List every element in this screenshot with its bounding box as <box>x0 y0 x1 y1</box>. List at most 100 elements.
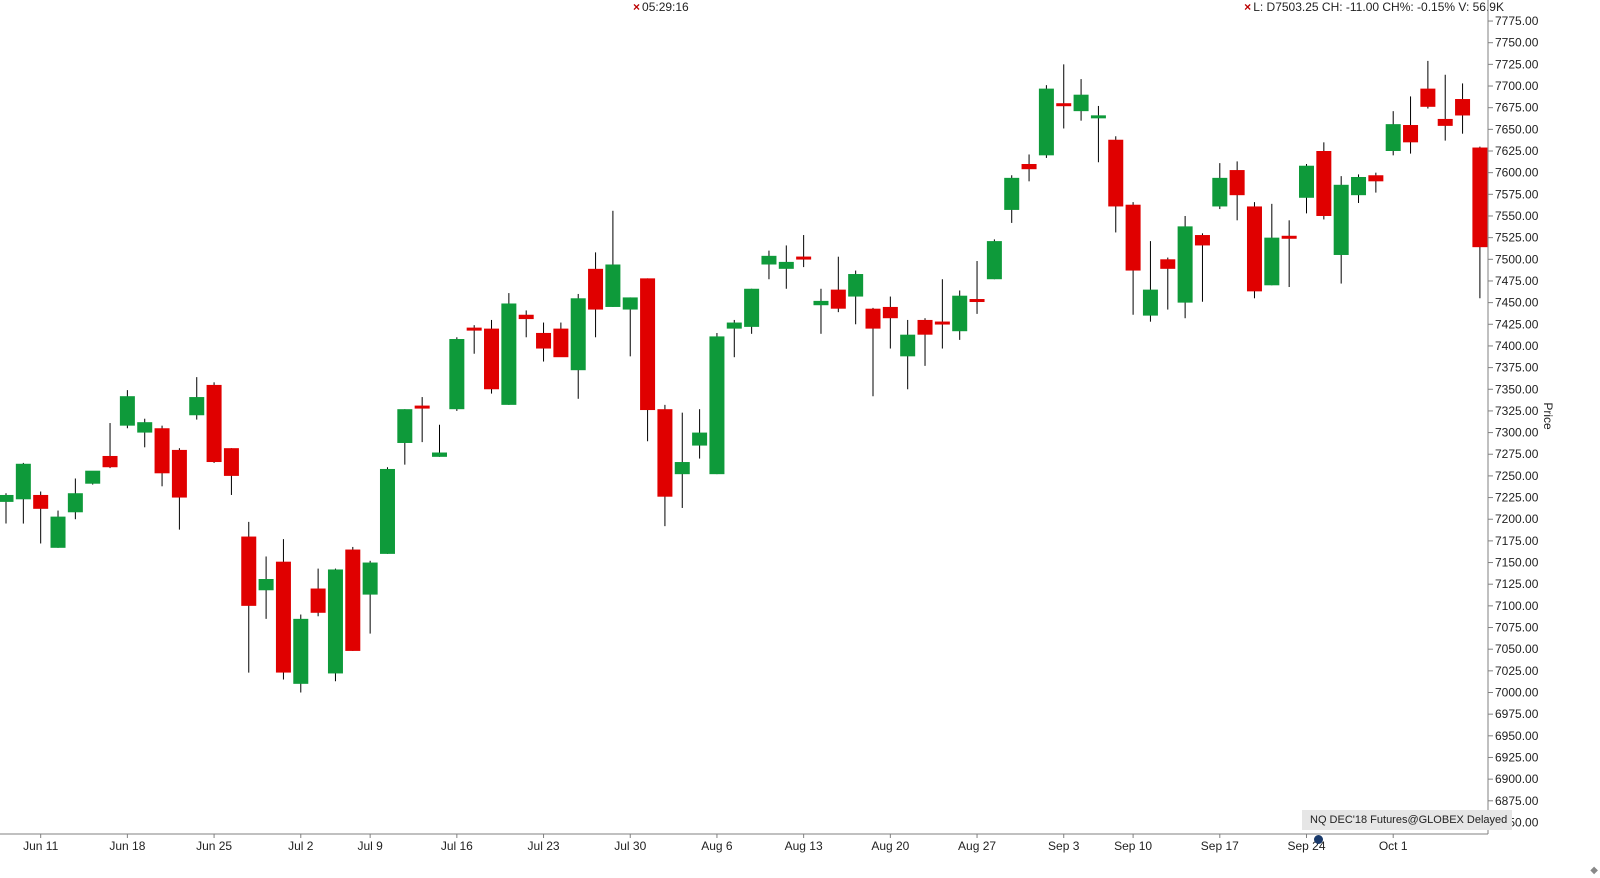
candle-body <box>397 409 413 443</box>
candle-down <box>1125 202 1141 315</box>
y-tick-label: 7475.00 <box>1495 274 1539 288</box>
candle-up <box>1073 79 1089 121</box>
x-tick-label: Sep 3 <box>1048 839 1080 853</box>
candle-body <box>50 516 66 548</box>
candle-body <box>796 256 812 260</box>
candle-body <box>1090 115 1106 119</box>
candle-body <box>709 336 725 475</box>
candle-up <box>1004 175 1020 223</box>
plot-area <box>0 60 1488 693</box>
y-tick-label: 7775.00 <box>1495 14 1539 28</box>
candle-down <box>1281 220 1297 288</box>
candle-body <box>501 303 517 405</box>
candle-down <box>1160 257 1176 310</box>
quote-text: L: D7503.25 CH: -11.00 CH%: -0.15% V: 56… <box>1253 0 1504 14</box>
x-tick-label: Aug 13 <box>785 839 823 853</box>
candle-up <box>744 288 760 334</box>
x-axis: Jun 11 Jun 18 Jun 25 Jul 2 Jul 9 Jul 16 Jul 23… <box>0 833 1488 853</box>
candle-body <box>258 579 274 591</box>
y-tick-label: 6875.00 <box>1495 794 1539 808</box>
candle-body <box>1420 88 1436 107</box>
y-tick-label: 7725.00 <box>1495 57 1539 71</box>
candle-up <box>501 293 517 405</box>
candle-body <box>327 569 343 674</box>
x-tick-label: Aug 20 <box>871 839 909 853</box>
candle-body <box>241 536 257 606</box>
candle-down <box>1368 172 1384 193</box>
y-tick-label: 7350.00 <box>1495 382 1539 396</box>
close-icon[interactable]: × <box>1244 0 1252 14</box>
candle-body <box>33 494 49 509</box>
candle-body <box>449 339 465 410</box>
candle-body <box>466 327 482 331</box>
candle-body <box>1125 204 1141 271</box>
candle-up <box>778 245 794 289</box>
y-tick-label: 7500.00 <box>1495 252 1539 266</box>
candle-body <box>1455 99 1471 116</box>
y-tick-label: 7100.00 <box>1495 599 1539 613</box>
y-axis: 7775.00 7750.00 7725.00 7700.00 7675.00 7650.… <box>1487 0 1539 834</box>
x-tick-label: Jul 30 <box>614 839 646 853</box>
candle-body <box>1229 170 1245 196</box>
candle-body <box>1177 226 1193 303</box>
candle-up <box>1142 241 1158 322</box>
y-tick-label: 7225.00 <box>1495 491 1539 505</box>
candle-body <box>865 308 881 329</box>
y-tick-label: 7025.00 <box>1495 664 1539 678</box>
x-tick-label: Aug 6 <box>701 839 733 853</box>
candle-down <box>154 425 170 487</box>
y-tick-label: 6975.00 <box>1495 707 1539 721</box>
y-tick-label: 6900.00 <box>1495 772 1539 786</box>
candle-body <box>0 494 14 502</box>
candle-up <box>726 319 742 358</box>
candle-up <box>1038 85 1054 158</box>
candle-body <box>605 264 621 307</box>
candle-body <box>484 328 500 390</box>
candle-body <box>848 274 864 297</box>
candle-up <box>674 412 690 508</box>
candle-down <box>102 423 118 469</box>
y-tick-label: 7050.00 <box>1495 642 1539 656</box>
candle-body <box>1142 289 1158 316</box>
y-tick-label: 7575.00 <box>1495 187 1539 201</box>
candle-body <box>657 409 673 497</box>
candle-body <box>934 321 950 325</box>
y-tick-label: 7325.00 <box>1495 404 1539 418</box>
close-icon[interactable]: × <box>633 0 641 14</box>
candle-body <box>570 298 586 371</box>
y-tick-label: 7600.00 <box>1495 166 1539 180</box>
candle-body <box>1368 175 1384 182</box>
y-tick-label: 7525.00 <box>1495 231 1539 245</box>
candle-up <box>15 462 31 524</box>
x-tick-label: Jul 23 <box>528 839 560 853</box>
candle-body <box>1108 139 1124 207</box>
candle-up <box>137 418 153 448</box>
candle-body <box>830 289 846 309</box>
candle-body <box>917 319 933 335</box>
candle-body <box>67 493 83 513</box>
candle-down <box>1056 64 1072 129</box>
candle-body <box>310 588 326 613</box>
candle-body <box>536 332 552 349</box>
resize-handle-icon[interactable]: ◆ <box>1590 865 1598 876</box>
candle-up <box>397 409 413 465</box>
candle-body <box>432 452 447 457</box>
candle-down <box>414 397 430 443</box>
candle-down <box>1021 154 1037 182</box>
candle-body <box>154 428 170 474</box>
candle-down <box>1403 96 1419 154</box>
candle-down <box>223 448 239 495</box>
y-tick-label: 7750.00 <box>1495 36 1539 50</box>
candle-body <box>588 268 604 310</box>
clock-readout: × 05:29:16 <box>633 0 689 14</box>
candle-down <box>33 491 49 544</box>
candle-body <box>813 300 829 306</box>
clock-text: 05:29:16 <box>642 0 689 14</box>
candle-up <box>1385 111 1401 156</box>
candle-body <box>674 462 690 475</box>
candle-up <box>900 319 916 390</box>
candle-down <box>553 322 569 358</box>
candle-body <box>1073 94 1089 112</box>
candle-body <box>1385 124 1401 151</box>
